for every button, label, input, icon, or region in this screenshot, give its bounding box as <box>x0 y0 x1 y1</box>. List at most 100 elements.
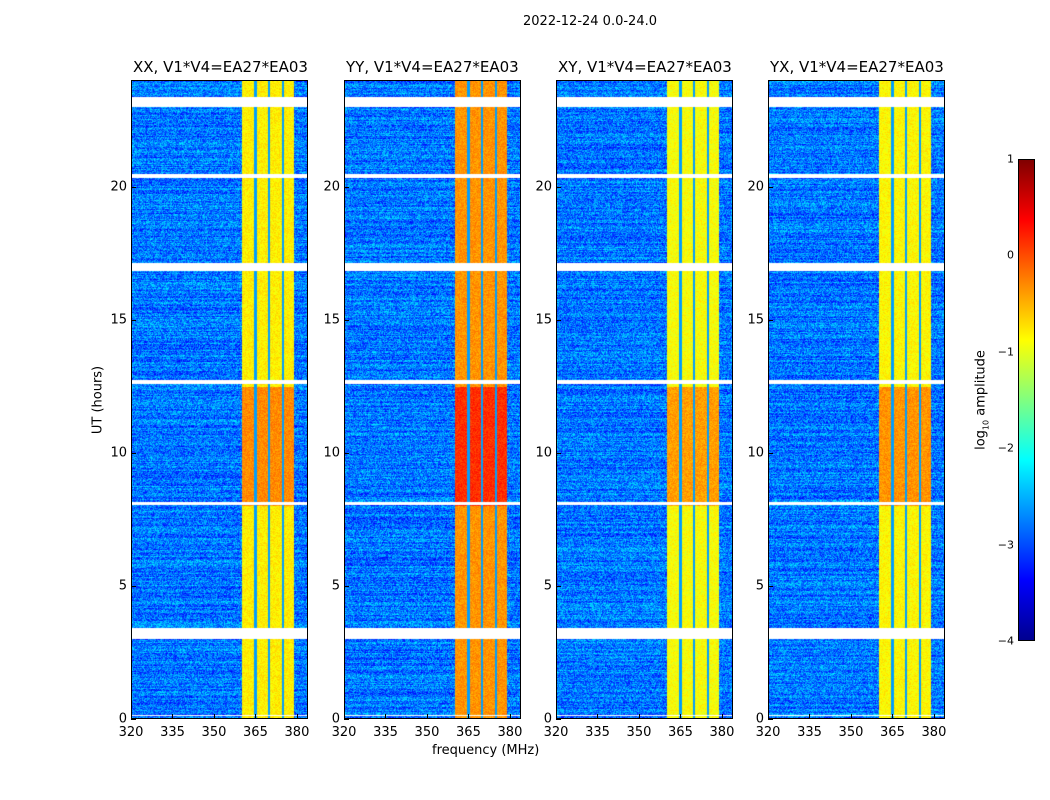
y-tick-label: 20 <box>323 179 340 194</box>
y-tick-label: 20 <box>747 179 764 194</box>
y-tick-mark <box>556 319 561 321</box>
x-tick-label: 335 <box>160 725 185 740</box>
panel-title: YY, V1*V4=EA27*EA03 <box>346 58 519 76</box>
y-tick-mark <box>556 585 561 587</box>
x-tick-label: 380 <box>497 725 523 740</box>
x-tick-mark <box>213 714 215 719</box>
y-tick-label: 20 <box>110 179 127 194</box>
y-tick-mark <box>131 319 136 321</box>
x-tick-label: 320 <box>331 725 357 740</box>
y-tick-label: 5 <box>118 578 127 594</box>
x-tick-label: 335 <box>585 725 610 740</box>
colorbar-tick-label: −1 <box>997 345 1014 359</box>
y-tick-label: 15 <box>535 312 552 328</box>
x-tick-label: 365 <box>456 725 481 740</box>
x-tick-label: 350 <box>201 725 227 740</box>
colorbar-tick-label: −4 <box>997 634 1014 648</box>
x-tick-label: 320 <box>755 725 781 740</box>
y-tick-mark <box>768 319 773 321</box>
y-tick-label: 20 <box>535 179 552 194</box>
y-tick-label: 5 <box>543 578 552 594</box>
x-tick-label: 365 <box>880 725 905 740</box>
y-tick-label: 10 <box>110 445 127 461</box>
y-tick-mark <box>131 585 136 587</box>
x-tick-label: 320 <box>543 725 569 740</box>
x-tick-label: 350 <box>414 725 440 740</box>
y-tick-mark <box>344 452 349 454</box>
y-tick-mark <box>556 719 561 720</box>
x-tick-mark <box>597 714 599 719</box>
y-tick-mark <box>131 452 136 454</box>
x-tick-label: 365 <box>243 725 268 740</box>
colorbar-label: log10 amplitude <box>973 350 991 450</box>
y-tick-mark <box>768 585 773 587</box>
y-tick-label: 10 <box>747 445 764 461</box>
panel-title: YX, V1*V4=EA27*EA03 <box>770 58 944 76</box>
x-axis-label: frequency (MHz) <box>432 743 540 758</box>
x-tick-mark <box>638 714 640 719</box>
y-tick-mark <box>768 719 773 720</box>
x-tick-label: 380 <box>284 725 310 740</box>
y-tick-mark <box>131 719 136 720</box>
x-tick-label: 335 <box>373 725 398 740</box>
figure-title: 2022-12-24 0.0-24.0 <box>523 14 657 29</box>
x-tick-mark <box>892 714 894 719</box>
x-tick-mark <box>933 714 935 719</box>
y-tick-label: 5 <box>331 578 340 594</box>
spectrogram-image <box>132 81 307 718</box>
y-tick-label: 0 <box>118 711 127 727</box>
y-tick-label: 10 <box>535 445 552 461</box>
x-tick-label: 350 <box>838 725 864 740</box>
colorbar-tick-label: −2 <box>997 441 1014 455</box>
colorbar-tick-label: 1 <box>1007 152 1014 166</box>
x-tick-mark <box>680 714 682 719</box>
y-tick-mark <box>556 452 561 454</box>
y-tick-label: 10 <box>323 445 340 461</box>
y-tick-mark <box>344 319 349 321</box>
y-tick-mark <box>344 585 349 587</box>
x-tick-mark <box>172 714 174 719</box>
x-tick-mark <box>509 714 511 719</box>
spectrogram-panel <box>768 80 945 719</box>
spectrogram-image <box>345 81 520 718</box>
spectrogram-panel <box>131 80 308 719</box>
x-tick-label: 365 <box>668 725 693 740</box>
colorbar <box>1018 159 1035 641</box>
y-tick-label: 15 <box>323 312 340 328</box>
x-tick-mark <box>131 714 132 719</box>
x-tick-mark <box>344 714 345 719</box>
spectrogram-panel <box>344 80 521 719</box>
colorbar-tick-label: −3 <box>997 538 1014 552</box>
y-tick-mark <box>556 186 561 188</box>
x-tick-mark <box>426 714 428 719</box>
colorbar-tick-label: 0 <box>1007 248 1014 262</box>
panel-title: XY, V1*V4=EA27*EA03 <box>558 58 732 76</box>
x-tick-mark <box>850 714 852 719</box>
x-tick-label: 380 <box>709 725 735 740</box>
spectrogram-panel <box>556 80 733 719</box>
y-axis-label: UT (hours) <box>90 365 106 435</box>
spectrogram-image <box>557 81 732 718</box>
x-tick-mark <box>768 714 769 719</box>
x-tick-mark <box>296 714 298 719</box>
x-tick-mark <box>809 714 811 719</box>
y-tick-mark <box>768 186 773 188</box>
y-tick-mark <box>768 452 773 454</box>
y-tick-label: 0 <box>331 711 340 727</box>
y-tick-mark <box>344 719 349 720</box>
y-tick-label: 5 <box>755 578 764 594</box>
x-tick-mark <box>385 714 387 719</box>
x-tick-mark <box>721 714 723 719</box>
y-tick-label: 0 <box>755 711 764 727</box>
y-tick-label: 15 <box>110 312 127 328</box>
spectrogram-image <box>769 81 944 718</box>
x-tick-label: 320 <box>118 725 144 740</box>
y-tick-mark <box>344 186 349 188</box>
x-tick-mark <box>556 714 557 719</box>
y-tick-mark <box>131 186 136 188</box>
x-tick-mark <box>255 714 257 719</box>
x-tick-mark <box>468 714 470 719</box>
panel-title: XX, V1*V4=EA27*EA03 <box>133 58 308 76</box>
x-tick-label: 380 <box>921 725 947 740</box>
